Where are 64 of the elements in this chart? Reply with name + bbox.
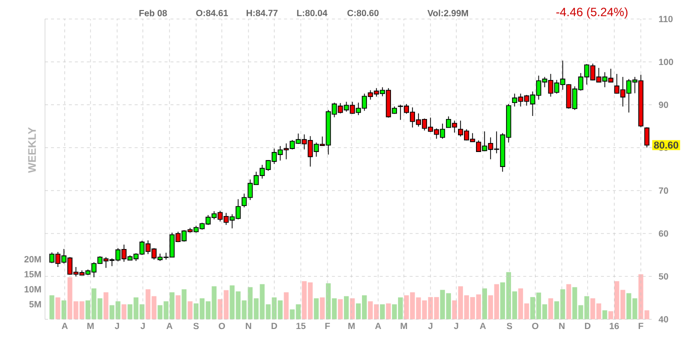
bar [49,295,54,320]
x-tick-label: S [193,322,199,330]
bar [176,295,180,320]
x-tick-label: D [584,322,590,329]
bar [55,297,60,320]
x-tick-label: O [218,322,225,330]
text: L:80.04 [297,10,328,16]
bar [602,310,608,320]
annotation: 80.60 [654,142,678,149]
x-tick-label: M [400,322,408,329]
y-tick-label: 60 [658,230,668,237]
y-tick-label: 110 [659,16,673,22]
y-tick-label: 90 [658,102,668,108]
bar [344,296,349,320]
x-tick-label: N [559,322,564,329]
text: Feb 08 [139,10,167,16]
x-tick-label: A [375,322,382,329]
x-tick-label: O [532,322,538,330]
bar [61,300,66,320]
bar [284,292,289,320]
bar [188,301,192,320]
x-tick-label: A [480,322,486,329]
bar [320,297,325,320]
x-tick-label: J [140,322,145,330]
x-tick-label: S [506,322,512,330]
x-tick-label: J [428,322,432,330]
x-tick-label: J [454,322,458,330]
y2-tick-label: 15M [24,271,41,278]
candlestick [644,126,650,148]
text: Vol:2.99M [427,10,468,16]
bar [350,298,355,320]
y2-tick-label: 20M [24,256,41,262]
x-tick-label: 15 [296,322,306,330]
bar [182,289,186,320]
bar [380,304,385,320]
text: WEEKLY [28,127,36,173]
x-tick-label: F [325,322,330,329]
y-tick-label: 100 [659,58,674,66]
bar [104,292,108,320]
x-tick-label: D [272,322,278,329]
x-tick-label: M [348,322,355,329]
text: O:84.61 [196,10,228,16]
bar [386,303,391,320]
x-tick-label: A [62,322,68,329]
bar [338,299,343,320]
y-tick-label: 40 [658,316,668,322]
bar [566,284,572,320]
x-tick-label: F [638,322,644,329]
y-tick-label: 50 [658,273,668,280]
bar [548,298,554,320]
x-tick-label: A [166,322,172,329]
bar [482,288,487,320]
x-tick-label: 16 [610,322,619,330]
text: C:80.60 [347,10,379,16]
x-tick-label: M [87,322,94,329]
bar [314,298,319,320]
x-tick-label: N [246,322,252,329]
y2-tick-label: 10M [24,286,41,292]
bar [122,304,126,320]
y2-tick-label: 5M [29,301,41,308]
y-tick-label: 70 [658,187,668,194]
text: -4.46 (5.24%) [556,7,628,19]
x-tick-label: J [114,322,119,330]
text: H:84.77 [246,10,278,16]
